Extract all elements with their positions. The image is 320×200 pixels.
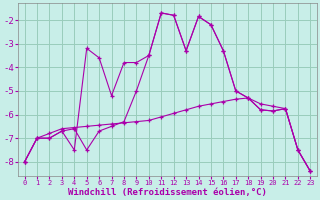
X-axis label: Windchill (Refroidissement éolien,°C): Windchill (Refroidissement éolien,°C) (68, 188, 267, 197)
